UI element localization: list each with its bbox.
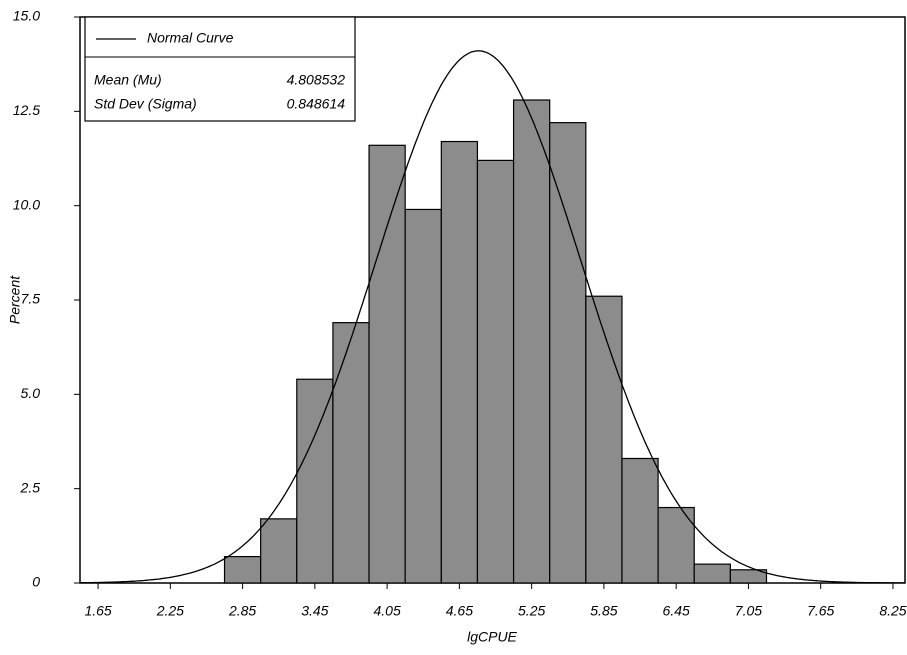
bar bbox=[223, 555, 262, 584]
bar bbox=[585, 295, 623, 584]
bar bbox=[729, 569, 768, 584]
bar bbox=[693, 563, 731, 584]
bar bbox=[440, 140, 479, 584]
x-tick-label: 1.65 bbox=[84, 603, 111, 619]
bar bbox=[621, 457, 659, 584]
x-tick-label: 5.85 bbox=[590, 603, 617, 619]
bar bbox=[512, 99, 551, 584]
y-tick-label: 15.0 bbox=[13, 8, 40, 24]
y-tick-label: 12.5 bbox=[13, 102, 40, 118]
legend-mean-value: 4.808532 bbox=[287, 72, 346, 88]
x-tick-label: 8.25 bbox=[879, 603, 906, 619]
bar bbox=[404, 208, 442, 584]
y-tick-label: 0 bbox=[32, 574, 40, 590]
x-tick-label: 4.05 bbox=[373, 603, 400, 619]
x-tick-label: 3.45 bbox=[301, 603, 328, 619]
y-tick-label: 2.5 bbox=[20, 479, 41, 495]
normal-curve bbox=[80, 50, 905, 584]
legend-sd-label: Std Dev (Sigma) bbox=[94, 96, 197, 112]
legend-sd-value: 0.848614 bbox=[287, 96, 346, 112]
bar bbox=[332, 322, 370, 584]
y-axis-label: Percent bbox=[7, 275, 23, 324]
bar bbox=[657, 506, 695, 584]
x-tick-label: 7.05 bbox=[735, 603, 762, 619]
x-tick-label: 7.65 bbox=[807, 603, 834, 619]
x-axis-label: lgCPUE bbox=[467, 629, 517, 645]
x-tick-label: 6.45 bbox=[663, 603, 690, 619]
bar bbox=[368, 144, 406, 584]
legend-label: Normal Curve bbox=[147, 30, 234, 46]
bar bbox=[260, 518, 298, 584]
legend-box bbox=[84, 16, 356, 122]
y-tick-label: 10.0 bbox=[13, 196, 40, 212]
legend-mean-label: Mean (Mu) bbox=[94, 72, 162, 88]
y-tick-label: 5.0 bbox=[21, 385, 41, 401]
x-tick-label: 2.85 bbox=[228, 603, 256, 619]
x-tick-label: 5.25 bbox=[518, 603, 545, 619]
y-tick-label: 7.5 bbox=[21, 291, 41, 307]
bar bbox=[549, 122, 587, 584]
x-tick-label: 2.25 bbox=[156, 603, 184, 619]
bar bbox=[476, 159, 515, 584]
x-tick-label: 4.65 bbox=[446, 603, 473, 619]
bar bbox=[296, 378, 334, 584]
